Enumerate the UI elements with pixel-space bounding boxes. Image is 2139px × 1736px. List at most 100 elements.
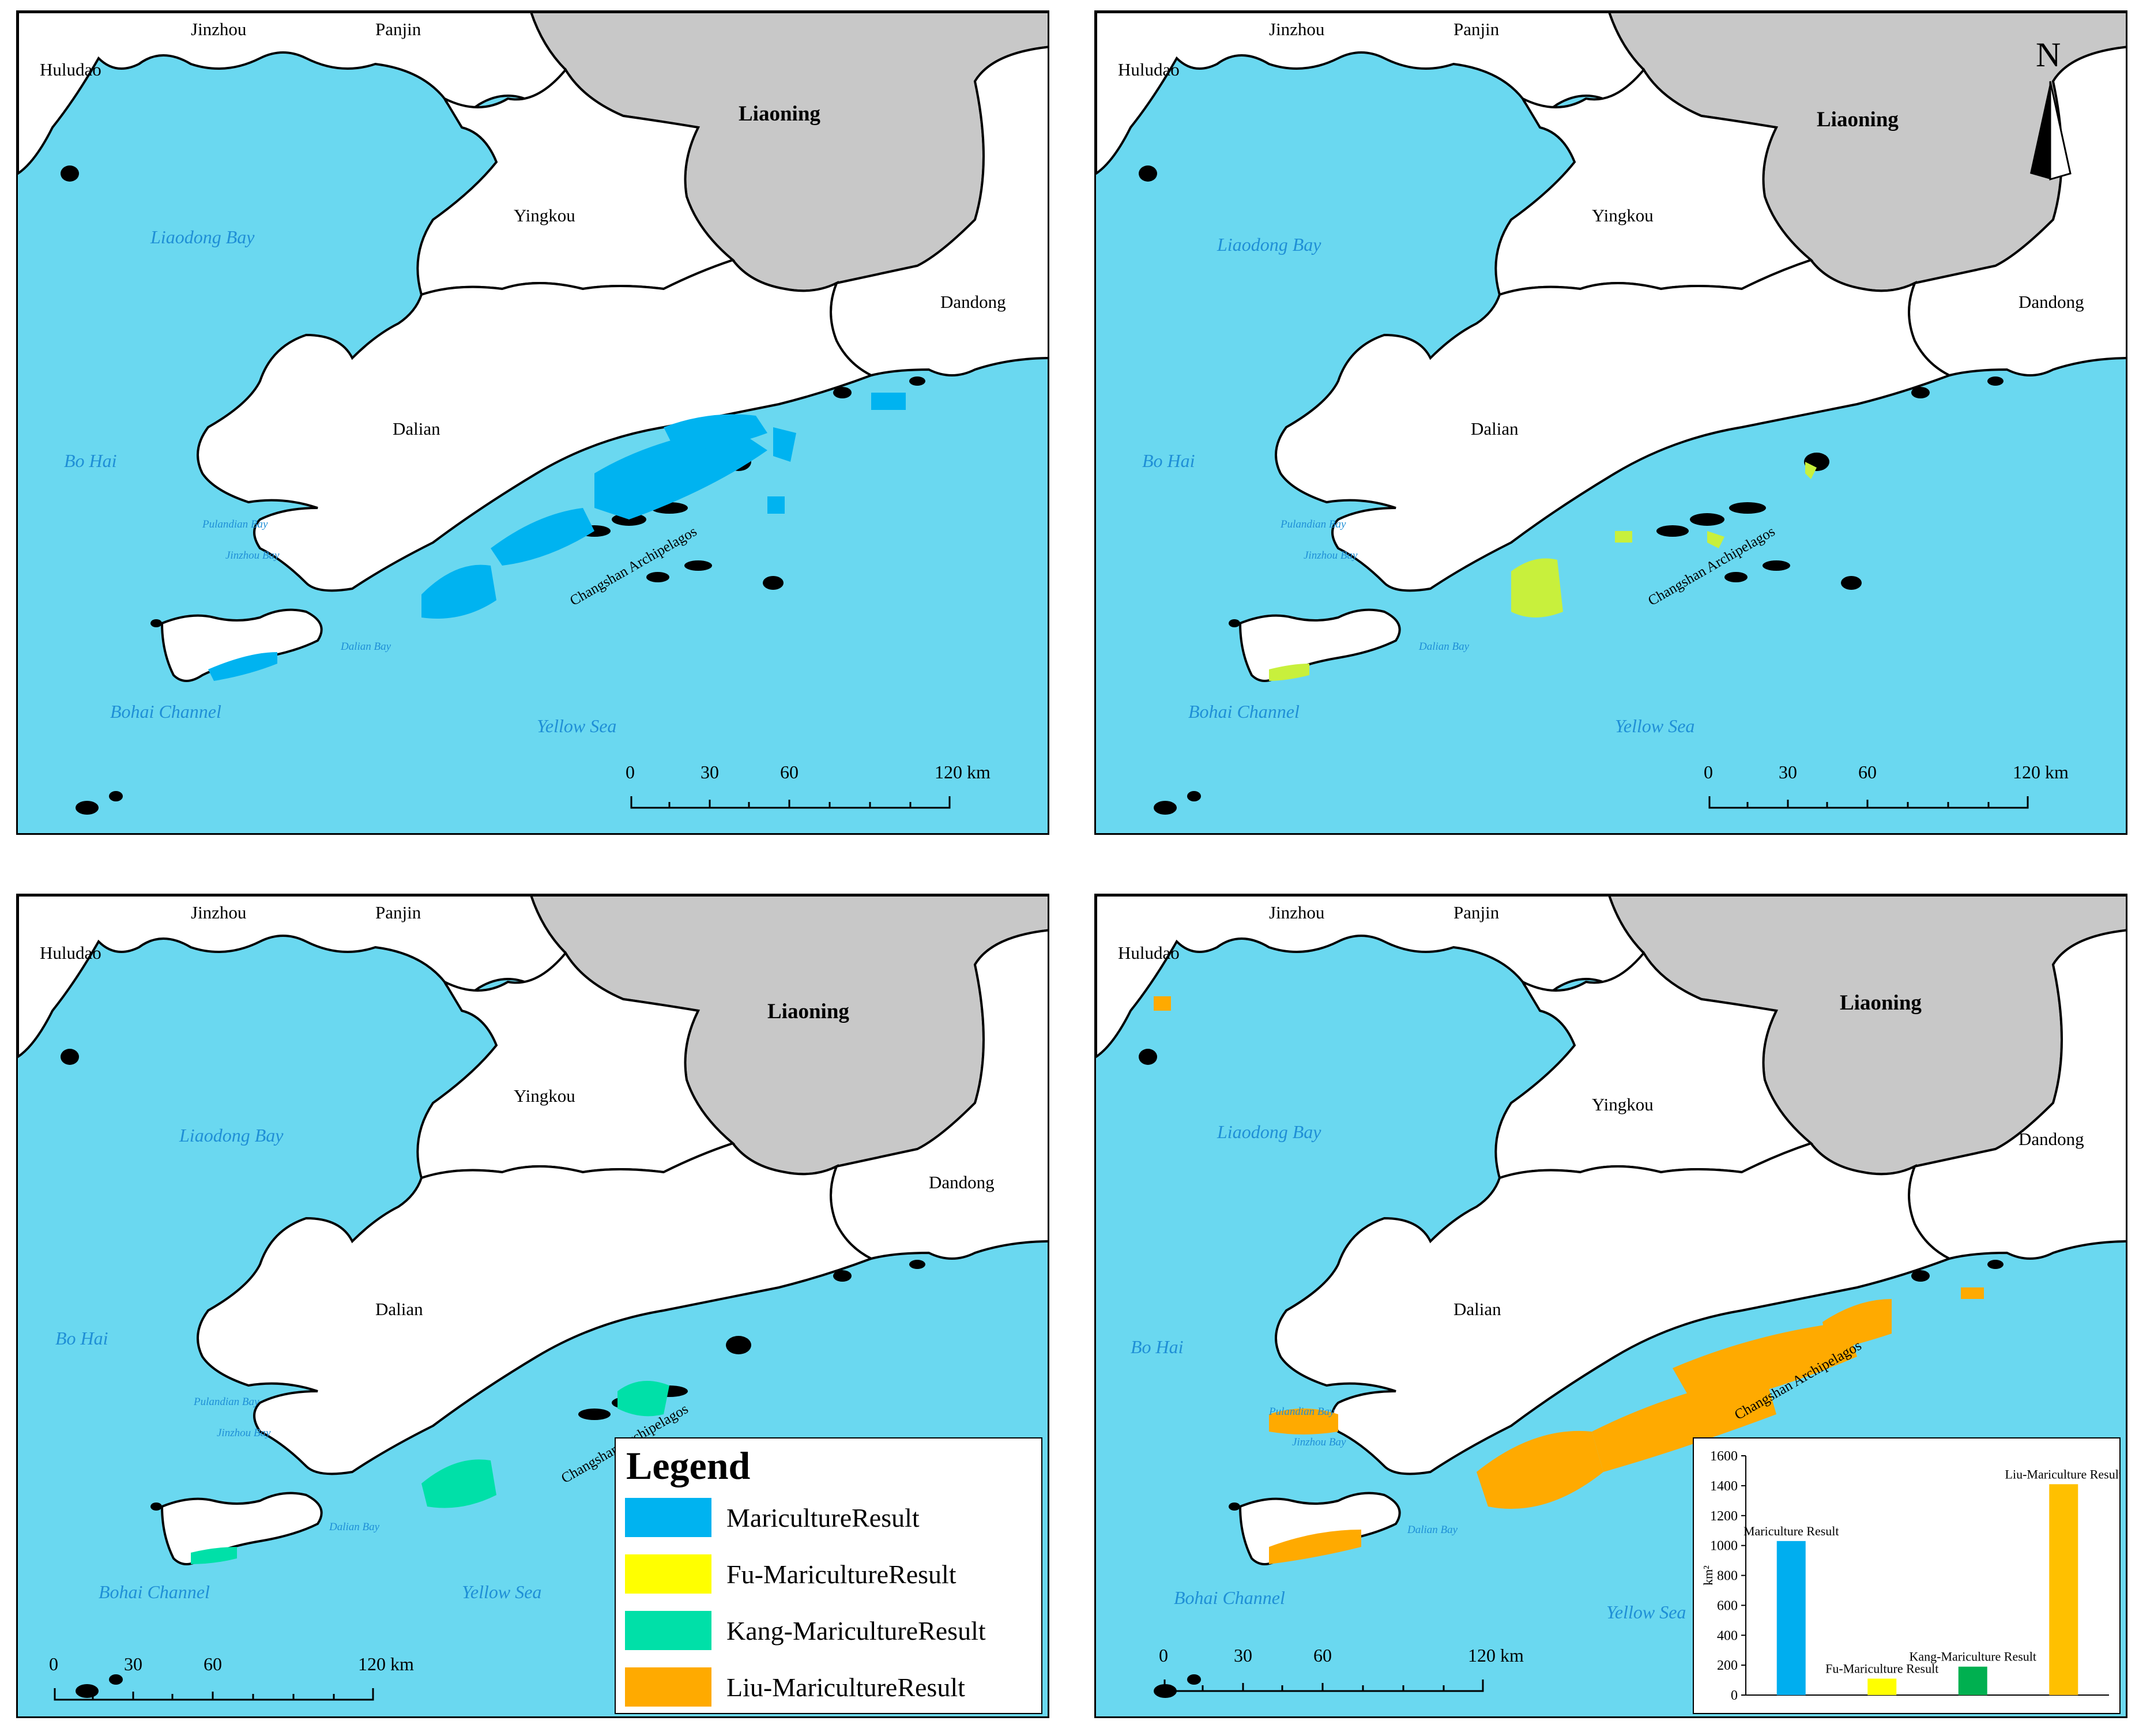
legend-label: Liu-MaricultureResult: [726, 1672, 965, 1702]
bar: [2049, 1484, 2078, 1695]
legend-label: MaricultureResult: [726, 1502, 920, 1532]
y-tick-label: 0: [1731, 1688, 1738, 1703]
scale-bar: 0 30 60 120 km: [626, 762, 991, 809]
legend-swatch: [625, 1554, 711, 1594]
map-panel-mariculture: Huludao Jinzhou Panjin Liaoning Yingkou …: [16, 10, 1049, 835]
label-dalian: Dalian: [1453, 1299, 1501, 1319]
legend-swatch: [625, 1498, 711, 1537]
legend: Legend MaricultureResult Fu-MaricultureR…: [615, 1437, 1042, 1714]
label-bo-hai: Bo Hai: [64, 450, 117, 471]
label-dalian-bay: Dalian Bay: [1407, 1524, 1458, 1536]
bar-label: Liu-Mariculture Result: [2005, 1467, 2119, 1481]
north-arrow: N: [2019, 35, 2082, 185]
label-liaodong-bay: Liaodong Bay: [179, 1125, 284, 1146]
label-yellow-sea: Yellow Sea: [462, 1581, 542, 1602]
bar: [1776, 1541, 1806, 1695]
label-dalian: Dalian: [375, 1299, 423, 1319]
scale-tick-120: 120 km: [2013, 762, 2069, 782]
legend-title: Legend: [626, 1444, 751, 1488]
label-pulandian-bay: Pulandian Bay: [1281, 518, 1346, 530]
label-panjin: Panjin: [1453, 19, 1500, 39]
label-jinzhou-bay: Jinzhou Bay: [1292, 1436, 1346, 1448]
label-jinzhou-bay: Jinzhou Bay: [225, 549, 280, 562]
label-liaoning: Liaoning: [767, 1000, 849, 1023]
map-panel-liu: Huludao Jinzhou Panjin Liaoning Yingkou …: [1094, 894, 2127, 1718]
legend-swatch: [625, 1667, 711, 1707]
map-base: [1096, 895, 2126, 1699]
scale-bar: 0 30 60 120 km: [1159, 1645, 1524, 1692]
label-dalian: Dalian: [1471, 419, 1519, 439]
scale-tick-30: 30: [701, 762, 719, 782]
kang-mariculture-patches: [191, 1381, 669, 1564]
label-panjin: Panjin: [375, 19, 421, 39]
label-pulandian-bay: Pulandian Bay: [1269, 1406, 1335, 1418]
label-jinzhou-bay: Jinzhou Bay: [1304, 549, 1358, 562]
mariculture-patches: [208, 393, 906, 681]
label-huludao: Huludao: [1118, 943, 1180, 963]
label-bo-hai: Bo Hai: [1131, 1336, 1184, 1357]
label-huludao: Huludao: [40, 59, 101, 80]
label-bo-hai: Bo Hai: [55, 1328, 108, 1349]
bar-label: Mariculture Result: [1743, 1524, 1839, 1538]
scale-tick-0: 0: [626, 762, 635, 782]
label-dalian-bay: Dalian Bay: [341, 641, 391, 653]
label-bohai-channel: Bohai Channel: [1174, 1587, 1285, 1608]
label-huludao: Huludao: [40, 943, 101, 963]
y-tick-label: 400: [1717, 1628, 1738, 1643]
bar-chart-svg: 0 200 400 600 800 1000 1200 1400 1600 km² Maricult…: [1701, 1449, 2122, 1703]
label-liaoning: Liaoning: [1817, 108, 1899, 131]
label-yellow-sea: Yellow Sea: [537, 716, 617, 736]
scale-tick-120: 120 km: [935, 762, 991, 782]
label-bohai-channel: Bohai Channel: [99, 1581, 210, 1602]
y-tick-label: 1000: [1710, 1539, 1738, 1554]
label-pulandian-bay: Pulandian Bay: [194, 1396, 259, 1408]
label-jinzhou-bay: Jinzhou Bay: [217, 1427, 271, 1439]
legend-label: Fu-MaricultureResult: [726, 1559, 956, 1589]
label-jinzhou: Jinzhou: [1269, 902, 1325, 922]
label-panjin: Panjin: [375, 902, 421, 922]
label-yingkou: Yingkou: [1592, 1094, 1654, 1114]
label-jinzhou: Jinzhou: [191, 902, 247, 922]
scale-tick-60: 60: [1313, 1645, 1332, 1666]
map-base: [18, 895, 1048, 1699]
label-bo-hai: Bo Hai: [1142, 450, 1195, 471]
y-axis-label: km²: [1701, 1565, 1715, 1586]
label-dalian-bay: Dalian Bay: [1419, 641, 1470, 653]
scale-tick-120: 120 km: [1468, 1645, 1524, 1666]
label-dandong: Dandong: [940, 292, 1006, 312]
legend-item-fu: Fu-MaricultureResult: [625, 1552, 956, 1596]
bar: [1958, 1666, 1987, 1695]
liu-mariculture-patches: [1154, 996, 1984, 1564]
label-yingkou: Yingkou: [1592, 205, 1654, 225]
y-tick-label: 1200: [1710, 1509, 1738, 1524]
map-base: [18, 12, 1048, 816]
scale-bar: 0 30 60 120 km: [49, 1654, 414, 1701]
label-yingkou: Yingkou: [514, 205, 575, 225]
bar-label: Fu-Mariculture Result: [1825, 1661, 1938, 1675]
label-dandong: Dandong: [2019, 1129, 2084, 1149]
label-jinzhou: Jinzhou: [191, 19, 247, 39]
map-panel-kang: Huludao Jinzhou Panjin Liaoning Yingkou …: [16, 894, 1049, 1718]
legend-item-kang: Kang-MaricultureResult: [625, 1608, 986, 1653]
label-yingkou: Yingkou: [514, 1086, 575, 1106]
label-liaodong-bay: Liaodong Bay: [150, 227, 255, 247]
map-base: [1096, 12, 2126, 816]
fu-mariculture-patches: [1269, 462, 1817, 681]
scale-tick-60: 60: [1858, 762, 1877, 782]
label-jinzhou: Jinzhou: [1269, 19, 1325, 39]
north-arrow-label: N: [2036, 36, 2061, 74]
label-liaoning: Liaoning: [739, 102, 820, 126]
label-dalian-bay: Dalian Bay: [329, 1521, 380, 1533]
label-liaodong-bay: Liaodong Bay: [1217, 234, 1321, 255]
label-huludao: Huludao: [1118, 59, 1180, 80]
bar: [1867, 1678, 1897, 1695]
label-dalian: Dalian: [393, 419, 440, 439]
label-panjin: Panjin: [1453, 902, 1500, 922]
scale-tick-60: 60: [204, 1654, 222, 1674]
scale-tick-30: 30: [1779, 762, 1797, 782]
label-liaodong-bay: Liaodong Bay: [1217, 1121, 1321, 1142]
label-bohai-channel: Bohai Channel: [110, 701, 221, 722]
label-yellow-sea: Yellow Sea: [1615, 716, 1695, 736]
legend-swatch: [625, 1611, 711, 1650]
scale-tick-0: 0: [1159, 1645, 1168, 1666]
